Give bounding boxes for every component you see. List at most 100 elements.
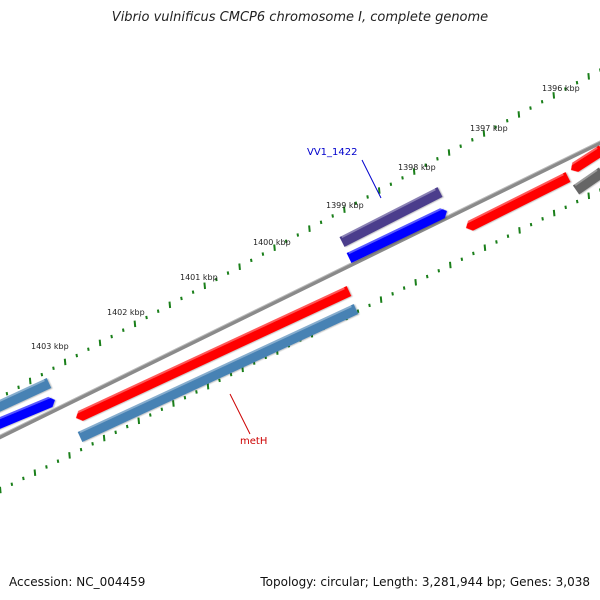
cds-feature-red-edge-highlight	[569, 147, 598, 166]
cds-feature-steelblue-left-highlight	[0, 379, 45, 404]
gc-inner-mark	[391, 292, 394, 296]
gc-inner-mark	[10, 482, 14, 487]
tick-label: 1396 kbp	[542, 84, 580, 93]
cds-feature-blue-left[interactable]	[0, 395, 57, 431]
gc-outer-mark	[87, 347, 90, 352]
chromosome-backbone	[0, 140, 600, 440]
gc-outer-mark	[52, 366, 55, 371]
gc-inner-mark	[518, 227, 521, 234]
vv1-1422-cds-feature-body	[346, 208, 448, 263]
gc-outer-mark	[436, 157, 439, 161]
gc-inner-mark	[414, 279, 417, 286]
cds-feature-steelblue-highlight	[79, 305, 352, 433]
gc-inner-mark	[356, 309, 360, 313]
gc-outer-mark	[377, 187, 381, 194]
gc-outer-mark	[110, 334, 113, 339]
gc-outer-mark	[145, 315, 148, 320]
gc-outer-mark	[366, 195, 369, 199]
gc-inner-mark	[68, 452, 71, 459]
gc-inner-mark	[379, 296, 383, 303]
cds-feature-red-right[interactable]	[464, 172, 571, 233]
gc-inner-mark	[137, 417, 141, 425]
cds-feature-steelblue-left-body	[0, 378, 52, 413]
gc-inner-mark	[437, 268, 441, 273]
gc-outer-mark	[587, 73, 590, 80]
gc-outer-mark	[133, 320, 137, 328]
gc-inner-mark	[56, 459, 60, 463]
gc-inner-mark	[22, 476, 25, 481]
gc-outer-mark	[540, 99, 544, 104]
gc-inner-mark	[125, 424, 129, 429]
gc-outer-mark	[249, 258, 253, 263]
gc-outer-mark	[203, 282, 207, 290]
cds-feature-red-edge[interactable]	[568, 145, 600, 174]
cds-feature-steelblue-left[interactable]	[0, 378, 52, 413]
gc-outer-mark	[75, 353, 79, 358]
chromosome-backbone-highlight	[0, 140, 600, 436]
gc-outer-mark	[180, 296, 183, 301]
cds-feature-grey-edge-body	[572, 167, 600, 195]
gc-outer-mark	[575, 80, 579, 85]
gc-inner-mark	[460, 257, 464, 262]
meth-cds-feature[interactable]	[74, 286, 352, 423]
gc-inner-mark	[160, 407, 164, 412]
tick-label: 1398 kbp	[398, 163, 436, 172]
gc-outer-mark	[505, 118, 509, 123]
tick-label: 1400 kbp	[253, 238, 291, 247]
gene-label-meth[interactable]: metH	[240, 436, 267, 447]
tick-label: 1397 kbp	[470, 124, 508, 133]
gc-inner-mark	[449, 261, 452, 269]
cds-feature-dark-highlight	[341, 188, 436, 238]
gc-outer-mark	[308, 225, 311, 232]
topology-text: Topology: circular; Length: 3,281,944 bp…	[260, 575, 590, 589]
gc-inner-mark	[483, 244, 487, 251]
cds-feature-grey-edge-highlight	[574, 169, 598, 186]
gc-inner-mark	[114, 430, 117, 435]
gc-inner-mark	[33, 469, 37, 476]
gc-outer-mark	[5, 391, 9, 396]
gc-outer-mark	[529, 106, 532, 110]
vv1-1422-cds-feature-highlight	[348, 207, 443, 254]
cds-feature-dark[interactable]	[339, 187, 443, 247]
cds-feature-red-right-highlight	[465, 173, 564, 224]
gc-outer-mark	[40, 372, 44, 377]
tick-label: 1401 kbp	[180, 273, 218, 282]
gc-inner-mark	[587, 192, 591, 200]
gc-inner-mark	[506, 234, 510, 238]
gc-inner-mark	[541, 217, 544, 221]
meth-cds-feature-body	[76, 286, 352, 421]
gc-outer-mark	[424, 163, 428, 167]
gc-inner-mark	[402, 286, 406, 290]
cds-feature-steelblue[interactable]	[77, 304, 359, 442]
tick-label: 1399 kbp	[326, 201, 364, 210]
gene-label-vv1-1422[interactable]: VV1_1422	[307, 147, 358, 158]
gc-inner-mark	[495, 240, 498, 244]
gc-inner-mark	[79, 447, 83, 452]
gc-outer-mark	[447, 149, 451, 156]
gc-outer-mark	[226, 271, 230, 275]
gc-outer-mark	[564, 87, 567, 91]
map-title: Vibrio vulnificus CMCP6 chromosome I, co…	[111, 10, 489, 25]
gc-outer-mark	[191, 290, 195, 294]
tick-label: 1403 kbp	[31, 342, 69, 351]
cds-feature-steelblue-body	[77, 304, 359, 442]
gc-inner-mark	[172, 400, 175, 407]
gc-outer-mark	[296, 233, 300, 237]
gc-outer-mark	[121, 328, 125, 332]
gc-outer-mark	[156, 309, 160, 313]
cds-feature-grey-edge[interactable]	[572, 167, 600, 195]
gc-inner-mark	[102, 434, 106, 442]
vv1-1422-leader-line	[361, 159, 382, 199]
gc-outer-mark	[28, 377, 32, 385]
gc-inner-mark	[564, 205, 567, 210]
gc-outer-mark	[517, 111, 521, 118]
gc-outer-mark	[354, 201, 358, 206]
gc-outer-mark	[273, 244, 276, 251]
gc-inner-mark	[575, 199, 579, 204]
cds-feature-blue-left-highlight	[0, 396, 51, 421]
vv1-1422-cds-feature[interactable]	[346, 206, 450, 263]
gc-inner-mark	[229, 372, 233, 377]
gc-outer-mark	[215, 277, 218, 282]
meth-cds-feature-highlight	[75, 287, 345, 414]
